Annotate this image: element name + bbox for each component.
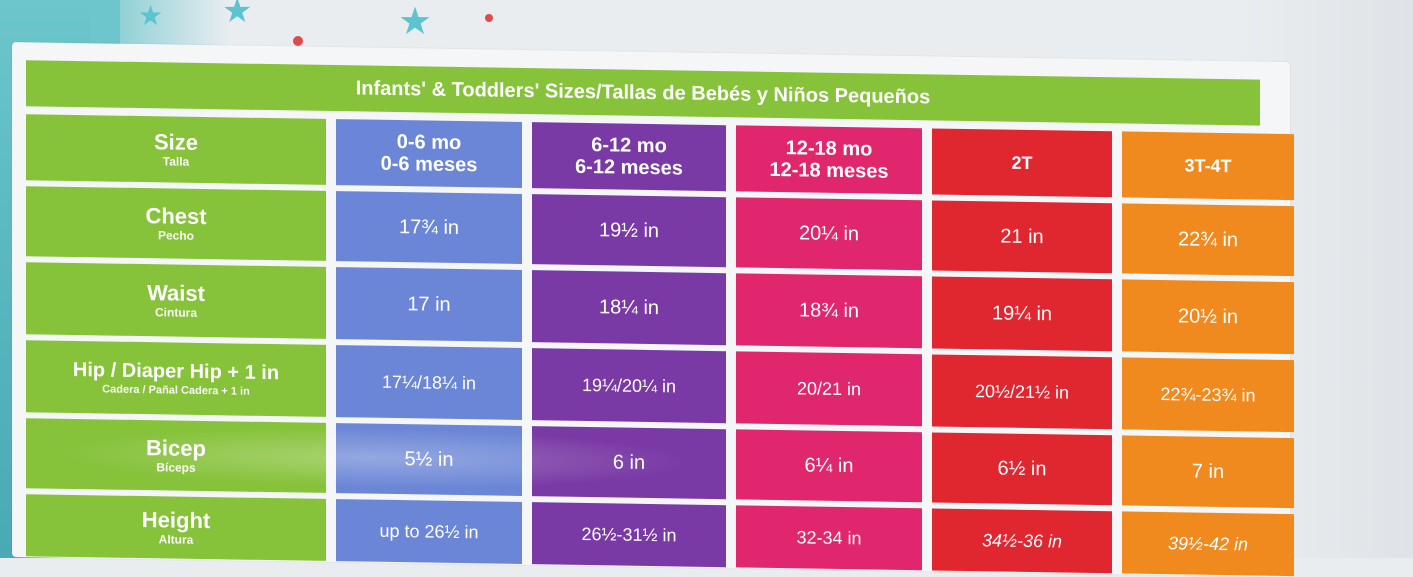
bicep-6-12: 6 in (532, 426, 726, 500)
header-line-en: 6-12 mo (591, 134, 667, 158)
star-icon: ★ (398, 0, 433, 43)
row-label-size: Size Talla (26, 114, 326, 185)
header-line-en: 3T-4T (1184, 155, 1232, 177)
waist-0-6: 17 in (336, 267, 522, 343)
waist-3t-4t: 20½ in (1122, 279, 1294, 355)
height-2t: 34½-36 in (932, 508, 1112, 574)
label-en: Bicep (146, 435, 206, 462)
size-chart-card: Infants' & Toddlers' Sizes/Tallas de Beb… (12, 42, 1294, 577)
label-es: Cintura (155, 305, 197, 320)
chart-title: Infants' & Toddlers' Sizes/Tallas de Beb… (26, 60, 1260, 126)
header-2t: 2T (932, 128, 1112, 198)
hip-2t: 20½/21½ in (932, 354, 1112, 430)
star-icon: ★ (222, 0, 253, 31)
chest-12-18: 20¼ in (736, 197, 922, 271)
size-grid: Size Talla 0-6 mo 0-6 meses 6-12 mo 6-12… (26, 114, 1294, 577)
label-en: Hip / Diaper Hip + 1 in (72, 358, 280, 385)
header-12-18: 12-18 mo 12-18 meses (736, 125, 922, 195)
chest-2t: 21 in (932, 200, 1112, 274)
header-0-6: 0-6 mo 0-6 meses (336, 119, 522, 189)
dot-icon (485, 14, 493, 22)
chest-3t-4t: 22¾ in (1122, 203, 1294, 277)
label-es: Pecho (157, 228, 194, 243)
header-line-en: 12-18 mo (785, 137, 873, 161)
row-label-hip: Hip / Diaper Hip + 1 in Cadera / Pañal C… (26, 340, 326, 417)
height-12-18: 32-34 in (736, 505, 922, 571)
row-label-chest: Chest Pecho (26, 186, 326, 261)
chest-0-6: 17¾ in (336, 191, 522, 265)
hip-0-6: 17¼/18¼ in (336, 345, 522, 421)
dot-icon (293, 36, 303, 46)
height-3t-4t: 39½-42 in (1122, 511, 1294, 577)
hip-6-12: 19¼/20¼ in (532, 348, 726, 424)
bicep-3t-4t: 7 in (1122, 435, 1294, 509)
bicep-2t: 6½ in (932, 432, 1112, 506)
header-3t-4t: 3T-4T (1122, 131, 1294, 201)
height-6-12: 26½-31½ in (532, 502, 726, 568)
label-es: Cadera / Pañal Cadera + 1 in (102, 383, 250, 398)
star-icon: ★ (138, 0, 164, 32)
height-0-6: up to 26½ in (336, 499, 522, 565)
chest-6-12: 19½ in (532, 194, 726, 268)
header-line-en: 0-6 mo (396, 131, 462, 155)
header-6-12: 6-12 mo 6-12 meses (532, 122, 726, 192)
bicep-12-18: 6¼ in (736, 429, 922, 503)
row-label-height: Height Altura (26, 494, 326, 561)
header-line-es: 0-6 meses (380, 152, 478, 177)
header-line-es: 12-18 meses (769, 158, 889, 183)
label-es: Altura (158, 532, 194, 547)
row-label-bicep: Bicep Bíceps (26, 418, 326, 493)
header-line-es: 6-12 meses (575, 155, 683, 180)
header-line-en: 2T (1011, 152, 1033, 174)
label-es: Talla (162, 154, 190, 169)
bicep-0-6: 5½ in (336, 423, 522, 497)
label-en: Waist (147, 280, 205, 307)
waist-2t: 19¼ in (932, 276, 1112, 352)
label-en: Size (153, 129, 199, 155)
label-en: Height (141, 507, 211, 534)
label-en: Chest (145, 203, 207, 230)
hip-3t-4t: 22¾-23¾ in (1122, 357, 1294, 433)
waist-12-18: 18¾ in (736, 273, 922, 349)
waist-6-12: 18¼ in (532, 270, 726, 346)
row-label-waist: Waist Cintura (26, 262, 326, 339)
label-es: Bíceps (156, 460, 196, 475)
hip-12-18: 20/21 in (736, 351, 922, 427)
